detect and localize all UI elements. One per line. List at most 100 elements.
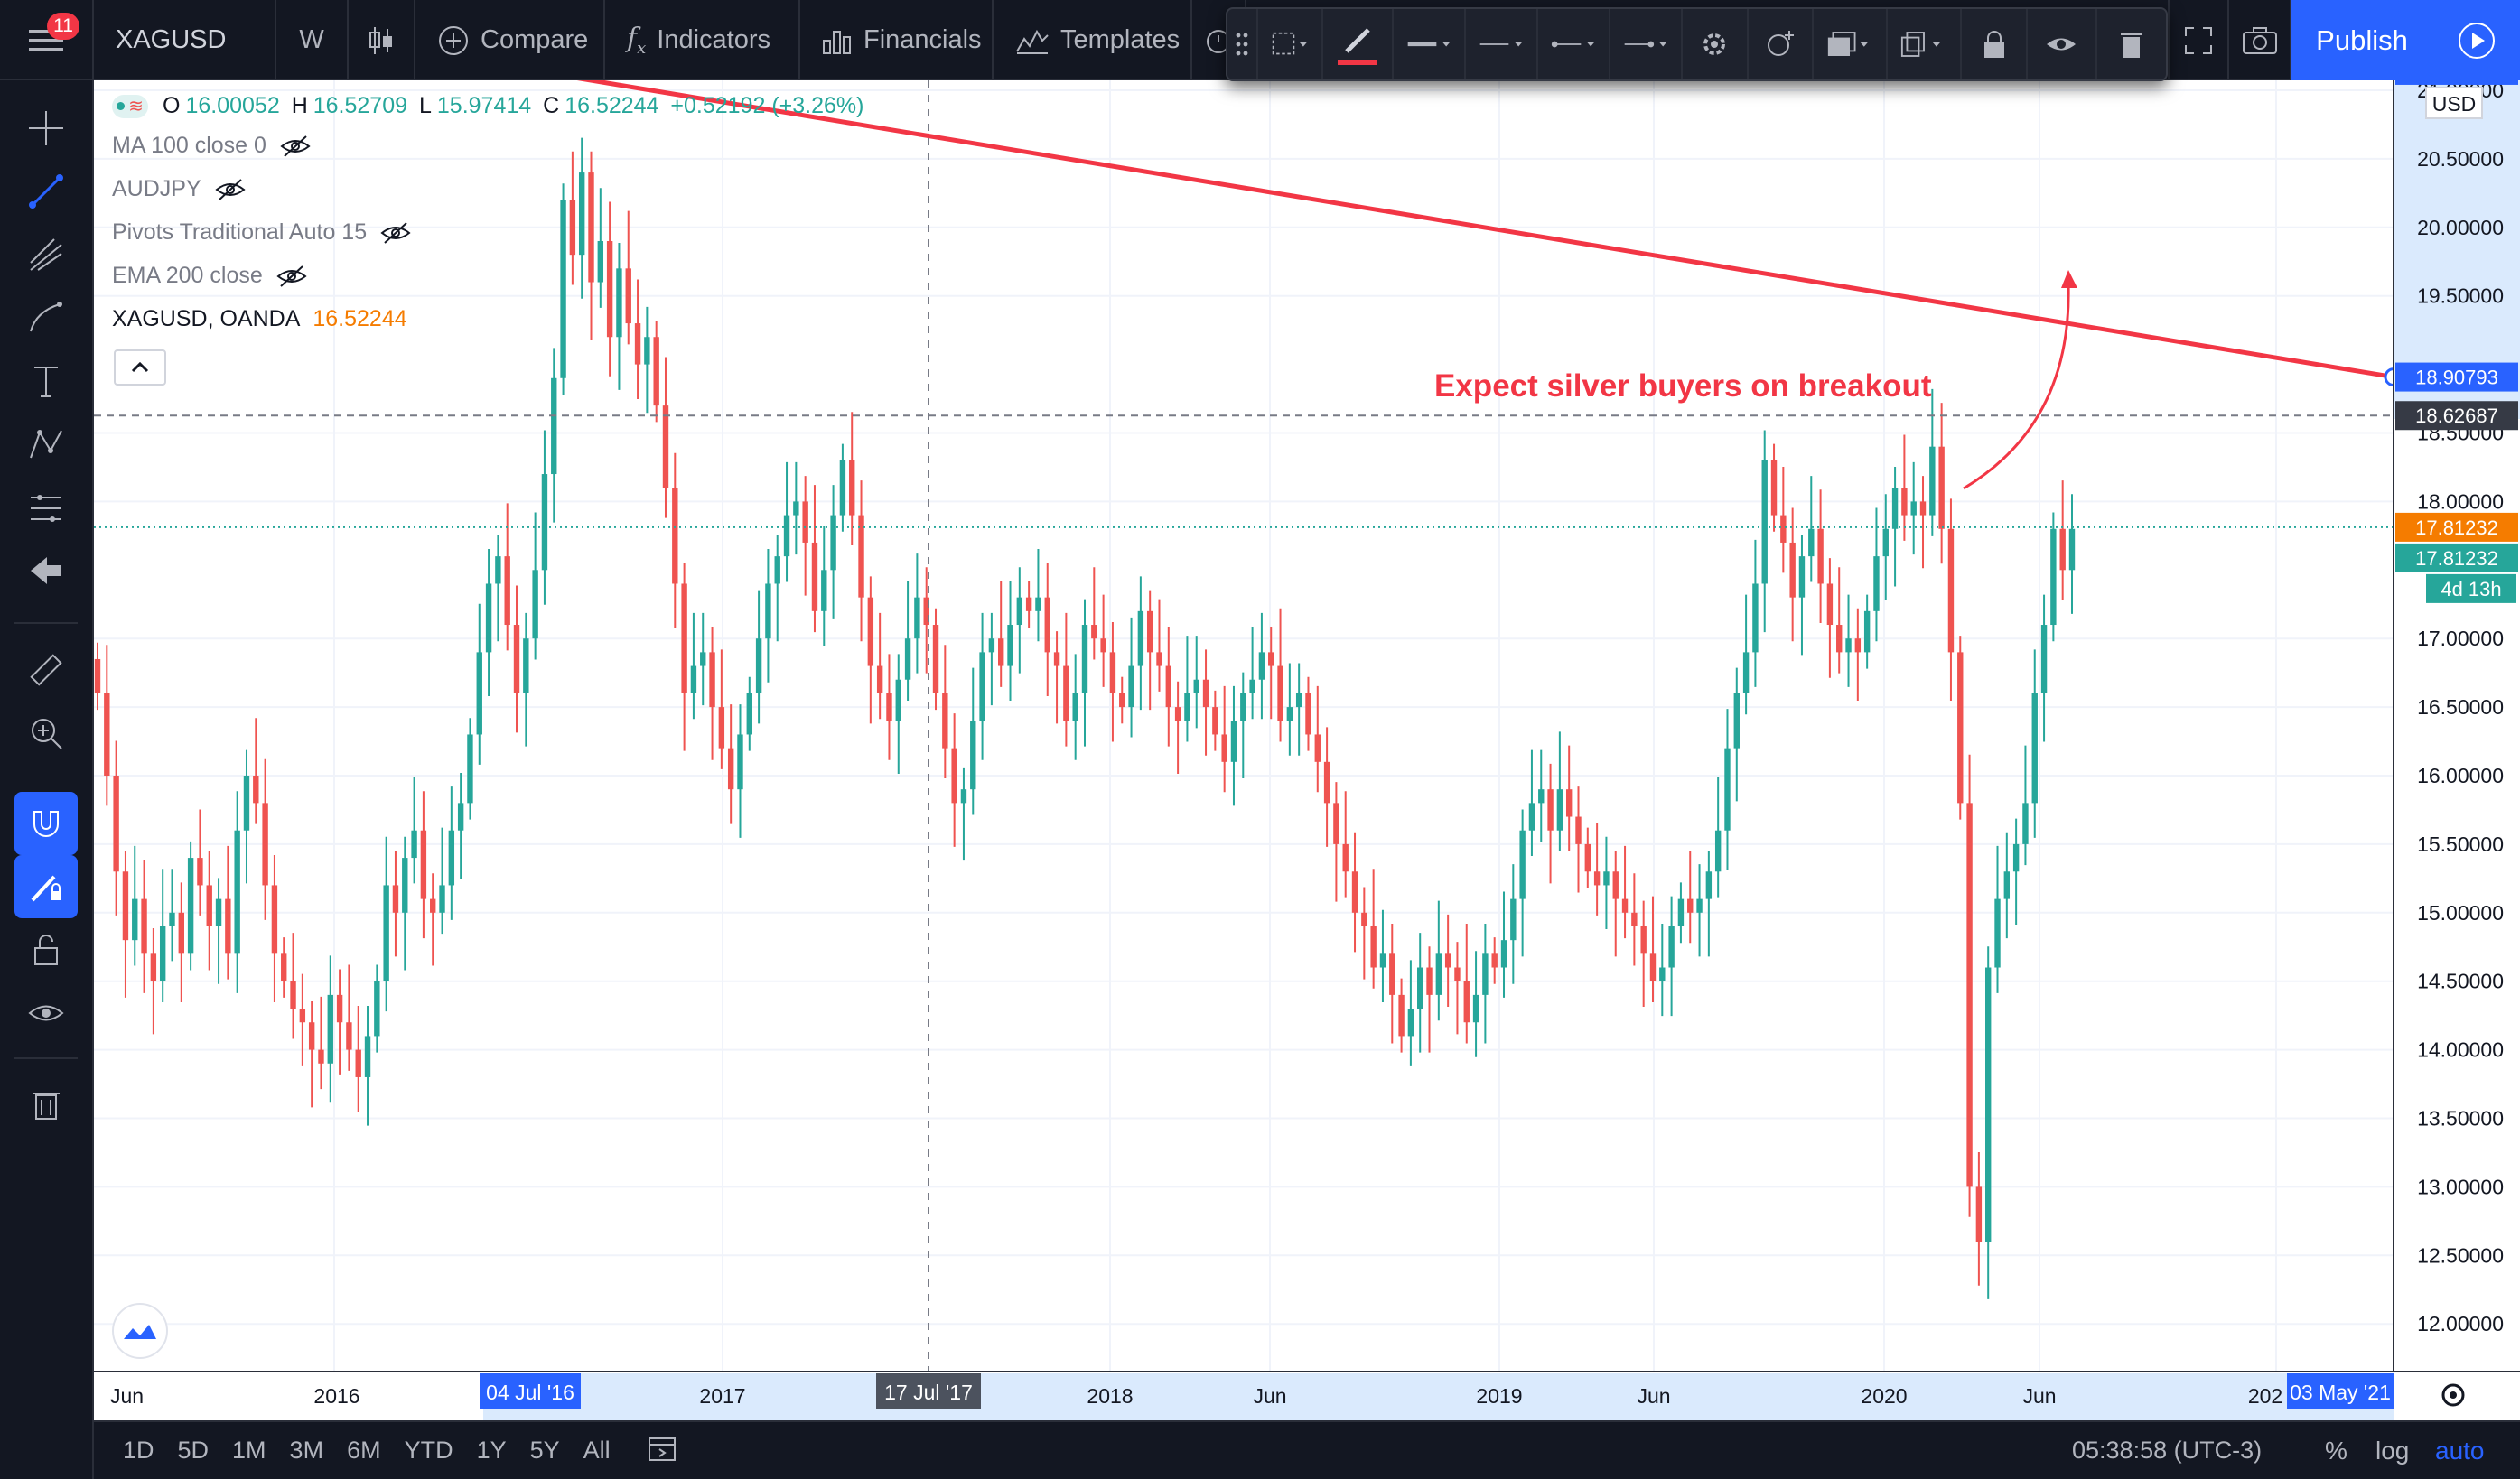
left-end-button[interactable] — [1538, 9, 1610, 79]
remove-tool[interactable] — [14, 1072, 78, 1135]
delete-drawing-button[interactable] — [2097, 9, 2166, 79]
chart-settings-button[interactable] — [2441, 1383, 2465, 1407]
range-ytd[interactable]: YTD — [404, 1437, 453, 1464]
clock[interactable]: 05:38:58 (UTC-3) — [2072, 1437, 2263, 1464]
ruler-tool[interactable] — [14, 638, 78, 702]
annotation-arrow[interactable] — [1963, 284, 2070, 490]
annotation-text[interactable]: Expect silver buyers on breakout — [1434, 368, 1932, 404]
brush-tool[interactable] — [14, 286, 78, 349]
candle-body — [1202, 679, 1209, 708]
magnet-tool[interactable] — [14, 792, 78, 855]
play-button[interactable] — [2432, 0, 2520, 80]
line-style-button[interactable] — [1466, 9, 1538, 79]
logo-badge[interactable] — [112, 1303, 168, 1359]
price-tick-label: 19.50000 — [2417, 284, 2504, 308]
line-color-button[interactable] — [1323, 9, 1394, 79]
fib-tool[interactable] — [14, 223, 78, 286]
close-value: 16.52244 — [565, 93, 659, 118]
drag-handle[interactable] — [1227, 9, 1258, 79]
publish-button[interactable]: Publish — [2291, 0, 2432, 80]
text-tool[interactable] — [14, 349, 78, 413]
candle-body — [1398, 994, 1405, 1037]
lock-drawings-tool[interactable] — [14, 855, 78, 918]
zoom-tool[interactable] — [14, 702, 78, 765]
range-1m[interactable]: 1M — [232, 1437, 266, 1464]
prediction-tool[interactable] — [14, 476, 78, 539]
pattern-tool[interactable] — [14, 413, 78, 476]
candle-body — [392, 885, 399, 913]
template-button[interactable] — [1258, 9, 1323, 79]
templates-button[interactable]: Templates — [994, 0, 1192, 80]
symbol-search-button[interactable]: XAGUSD — [94, 0, 276, 80]
time-range-highlight — [483, 1373, 2394, 1420]
goto-date-button[interactable] — [647, 1434, 677, 1467]
visibility-tool[interactable] — [14, 981, 78, 1045]
fullscreen-button[interactable] — [2168, 0, 2229, 80]
candle-body — [1817, 528, 1824, 584]
range-1y[interactable]: 1Y — [476, 1437, 507, 1464]
indicator-row[interactable]: EMA 200 close — [112, 263, 308, 289]
range-6m[interactable]: 6M — [347, 1437, 381, 1464]
change-value: +0.52192 (+3.26%) — [670, 93, 864, 118]
candle-body — [1305, 693, 1311, 735]
auto-toggle[interactable]: auto — [2435, 1436, 2485, 1465]
candle-body — [290, 981, 296, 1009]
candle-body — [1165, 665, 1171, 708]
line-width-button[interactable] — [1394, 9, 1466, 79]
crosshair-tool[interactable] — [14, 97, 78, 160]
candle-body — [1370, 926, 1377, 968]
main-series-legend[interactable]: XAGUSD, OANDA 16.52244 — [112, 306, 407, 332]
range-all[interactable]: All — [583, 1437, 611, 1464]
time-tick-label: 2016 — [313, 1384, 359, 1408]
eye-hidden-icon[interactable] — [279, 134, 312, 159]
percent-toggle[interactable]: % — [2325, 1436, 2347, 1465]
financials-button[interactable]: Financials — [800, 0, 994, 80]
settings-button[interactable] — [1683, 9, 1749, 79]
chevron-up-icon — [131, 361, 149, 373]
indicator-row[interactable]: MA 100 close 0 — [112, 133, 312, 159]
back-arrow-tool[interactable] — [14, 539, 78, 602]
main-menu-button[interactable]: 11 — [0, 0, 94, 80]
hide-drawing-button[interactable] — [2028, 9, 2097, 79]
price-range-highlight — [2394, 80, 2520, 419]
copy-icon — [1901, 32, 1941, 57]
price-tick-label: 13.50000 — [2417, 1107, 2504, 1130]
indicator-row[interactable]: Pivots Traditional Auto 15 — [112, 219, 412, 246]
screenshot-button[interactable] — [2229, 0, 2291, 80]
interval-button[interactable]: W — [276, 0, 349, 80]
legend-status[interactable]: ≋ — [112, 94, 148, 118]
range-5d[interactable]: 5D — [177, 1437, 210, 1464]
unlock-icon — [34, 935, 58, 965]
lock-drawing-button[interactable] — [1962, 9, 2029, 79]
candle-body — [886, 693, 892, 721]
log-toggle[interactable]: log — [2375, 1436, 2410, 1465]
range-5y[interactable]: 5Y — [529, 1437, 560, 1464]
indicators-button[interactable]: fx Indicators — [605, 0, 800, 80]
visual-order-button[interactable] — [1814, 9, 1889, 79]
currency-button[interactable] — [2425, 87, 2483, 119]
price-chart[interactable]: Expect silver buyers on breakout 21.0000… — [94, 80, 2520, 1420]
chart-type-button[interactable] — [349, 0, 415, 80]
ohlc-legend[interactable]: ≋ O 16.00052 H 16.52709 L 15.97414 C 16.5224… — [112, 93, 869, 119]
collapse-legend-button[interactable] — [114, 349, 166, 386]
right-end-button[interactable] — [1610, 9, 1683, 79]
eye-hidden-icon[interactable] — [214, 177, 247, 202]
chart-area[interactable]: Expect silver buyers on breakout 21.0000… — [94, 80, 2520, 1479]
trash-icon — [33, 1093, 60, 1120]
alert-on-drawing-button[interactable] — [1749, 9, 1815, 79]
eye-hidden-icon[interactable] — [379, 220, 412, 246]
indicator-row[interactable]: AUDJPY — [112, 176, 247, 202]
lock-tool[interactable] — [14, 918, 78, 981]
candle-body — [1882, 528, 1889, 557]
trend-line[interactable] — [530, 80, 2394, 380]
range-3m[interactable]: 3M — [289, 1437, 324, 1464]
range-1d[interactable]: 1D — [123, 1437, 154, 1464]
price-tick-label: 12.50000 — [2417, 1243, 2504, 1267]
clone-button[interactable] — [1888, 9, 1963, 79]
candle-body — [1100, 638, 1106, 653]
eye-hidden-icon[interactable] — [275, 264, 308, 289]
candle-body — [811, 542, 818, 611]
candle-body — [2012, 843, 2020, 872]
compare-button[interactable]: Compare — [415, 0, 605, 80]
trend-line-tool[interactable] — [14, 160, 78, 223]
